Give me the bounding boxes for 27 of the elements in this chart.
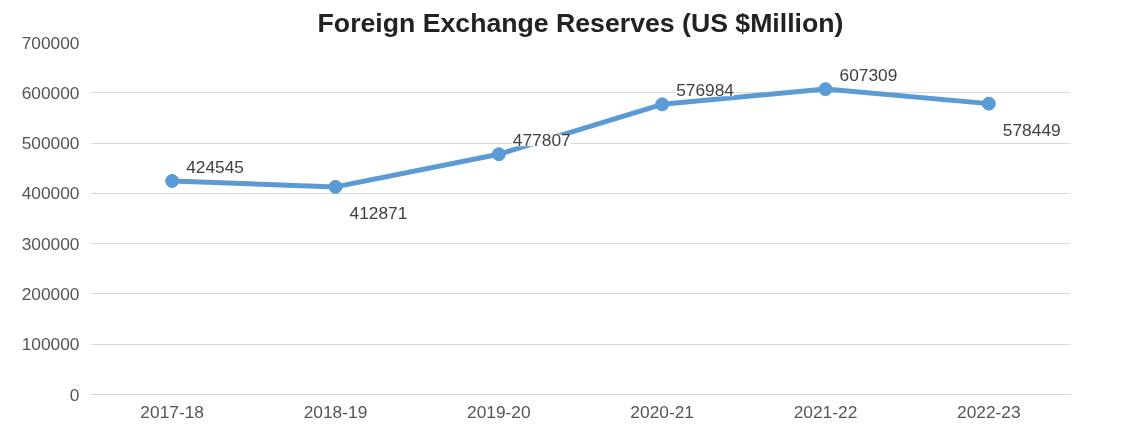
data-label: 477807: [512, 130, 571, 151]
data-label: 607309: [839, 65, 898, 86]
point: [818, 82, 833, 97]
data-label: 576984: [676, 80, 735, 101]
point: [491, 147, 506, 162]
x-tick-label: 2020-21: [630, 401, 694, 422]
y-tick-label: 200000: [21, 283, 80, 304]
x-tick-label: 2019-20: [467, 401, 531, 422]
y-tick-label: 700000: [21, 32, 80, 53]
x-tick-label: 2018-19: [303, 401, 368, 422]
x-tick-label: 2017-18: [140, 401, 204, 422]
y-tick-label: 400000: [21, 183, 80, 204]
chart-title: Foreign Exchange Reserves (US $Million): [317, 7, 844, 38]
point: [328, 179, 343, 194]
data-label: 412871: [349, 202, 408, 223]
x-tick-label: 2022-23: [957, 401, 1021, 422]
y-tick-label: 0: [69, 384, 80, 405]
point: [655, 97, 670, 112]
point: [981, 96, 996, 111]
x-tick-label: 2021-22: [793, 401, 858, 422]
y-tick-label: 600000: [21, 82, 80, 103]
y-tick-label: 300000: [21, 233, 80, 254]
y-tick-label: 100000: [21, 334, 80, 355]
point: [165, 174, 180, 188]
data-label: 578449: [1002, 119, 1061, 140]
y-tick-label: 500000: [21, 133, 80, 154]
data-label: 424545: [186, 157, 244, 178]
